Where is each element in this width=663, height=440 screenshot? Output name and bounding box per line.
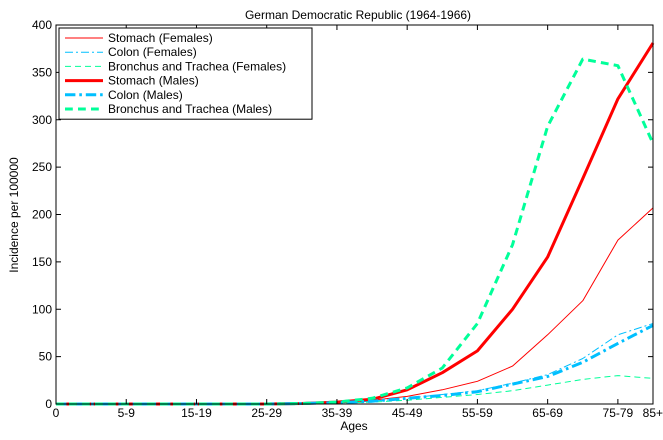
x-tick-label: 85+: [643, 406, 663, 420]
y-axis-label: Incidence per 100000: [7, 157, 21, 273]
y-tick-label: 250: [32, 160, 52, 174]
y-tick-label: 350: [32, 65, 52, 79]
y-tick-label: 100: [32, 302, 52, 316]
legend-label: Stomach (Males): [108, 74, 199, 88]
x-tick-label: 25-29: [251, 406, 282, 420]
y-tick-label: 50: [39, 350, 53, 364]
x-tick-label: 75-79: [603, 406, 634, 420]
x-tick-label: 35-39: [322, 406, 353, 420]
x-tick-label: 55-59: [462, 406, 493, 420]
x-tick-label: 5-9: [118, 406, 136, 420]
y-tick-label: 0: [45, 397, 52, 411]
x-tick-label: 15-19: [181, 406, 212, 420]
legend-label: Bronchus and Trachea (Males): [108, 102, 272, 116]
axes: 0 50 100 150 200 250 300 350 400 0 5-9 15-19 25-29 35…: [32, 18, 663, 420]
y-tick-label: 400: [32, 18, 52, 32]
y-tick-label: 150: [32, 255, 52, 269]
series-line-5: [56, 324, 654, 406]
legend-label: Stomach (Females): [108, 31, 213, 45]
y-tick-label: 300: [32, 113, 52, 127]
series-line-1: [56, 207, 654, 405]
x-tick-label: 65-69: [532, 406, 563, 420]
y-tick-label: 200: [32, 208, 52, 222]
x-tick-label: 0: [53, 406, 60, 420]
legend: Stomach (Females)Colon (Females)Bronchus…: [58, 27, 313, 120]
x-tick-label: 45-49: [392, 406, 423, 420]
legend-label: Colon (Females): [108, 45, 197, 59]
chart-title: German Democratic Republic (1964-1966): [245, 8, 471, 22]
legend-box: [58, 27, 313, 120]
series-line-2: [56, 323, 654, 405]
legend-label: Bronchus and Trachea (Females): [108, 59, 286, 73]
legend-label: Colon (Males): [108, 88, 183, 102]
x-axis-label: Ages: [340, 419, 367, 433]
